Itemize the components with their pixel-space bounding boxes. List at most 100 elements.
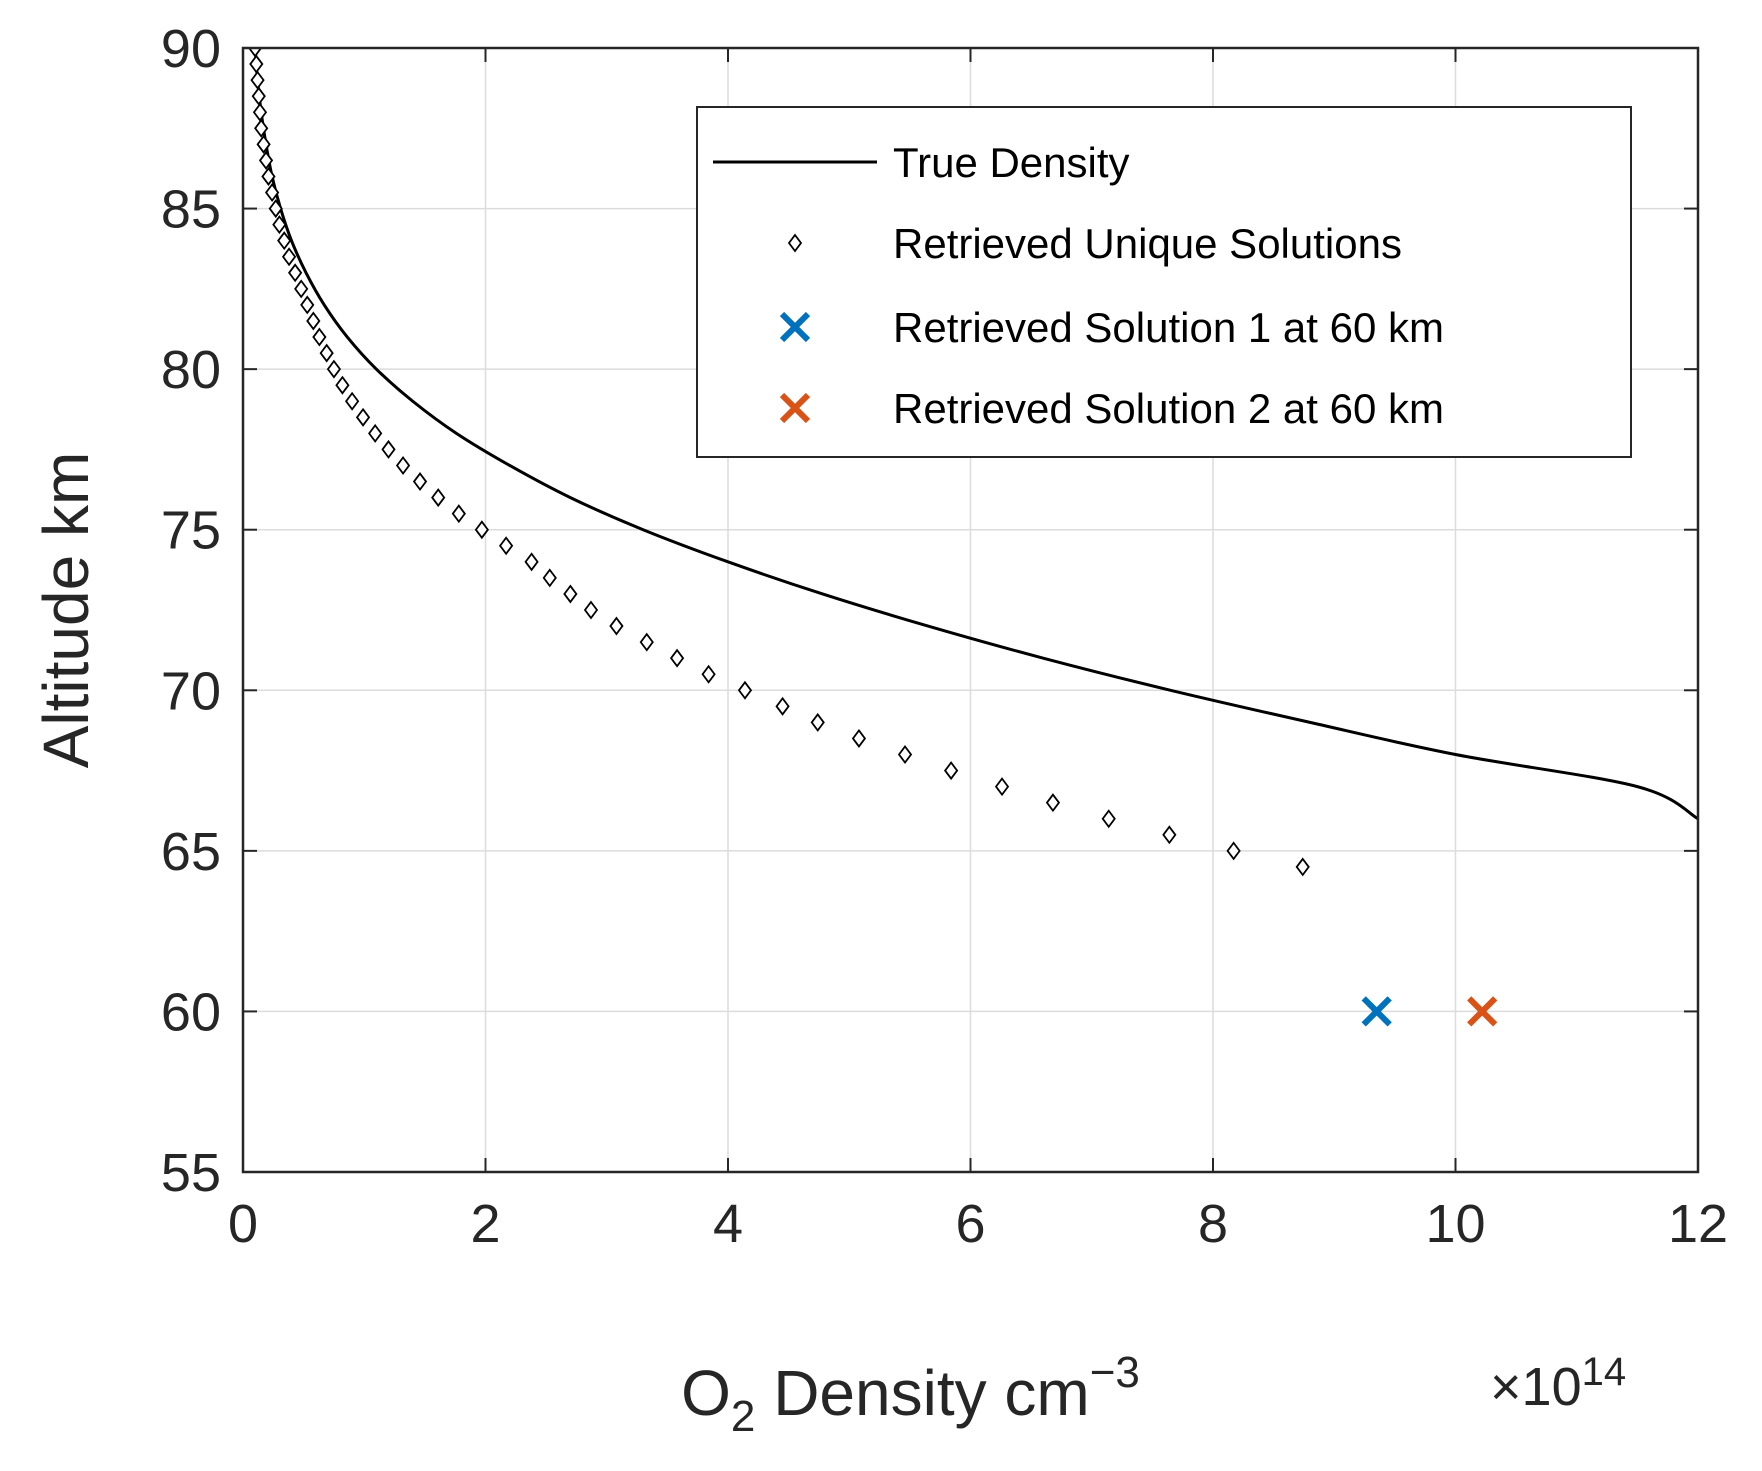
diamond-marker bbox=[669, 648, 685, 668]
ticks bbox=[242, 47, 1699, 1173]
diamond-marker bbox=[639, 632, 654, 652]
diamond-marker bbox=[319, 343, 334, 363]
plot-area bbox=[248, 48, 1698, 1027]
legend-box bbox=[696, 106, 1632, 458]
y-tick-label: 60 bbox=[161, 982, 221, 1042]
diamond-marker bbox=[381, 439, 396, 459]
diamond-marker bbox=[498, 536, 514, 556]
diamond-marker bbox=[1162, 825, 1177, 845]
diamond-marker bbox=[300, 295, 315, 315]
diamond-marker bbox=[345, 391, 360, 411]
diamond-marker bbox=[261, 166, 276, 186]
x-marker-stroke-b bbox=[1467, 996, 1498, 1027]
diamond-marker bbox=[994, 777, 1010, 797]
x-axis-label-sub: 2 bbox=[731, 1392, 755, 1441]
x-marker-stroke-b bbox=[1361, 996, 1392, 1027]
diamond-marker bbox=[281, 247, 297, 267]
diamond-marker bbox=[264, 183, 280, 203]
diamond-marker bbox=[474, 520, 489, 540]
x-marker-stroke-b bbox=[779, 311, 811, 343]
series-group bbox=[248, 48, 1698, 1027]
diamond-marker bbox=[250, 70, 265, 90]
diamond-marker bbox=[254, 118, 269, 138]
diamond-marker bbox=[312, 327, 327, 347]
diamond-marker bbox=[277, 231, 292, 251]
diamond-marker bbox=[294, 279, 309, 299]
diamond-marker bbox=[810, 712, 825, 732]
diamond-marker bbox=[368, 423, 383, 443]
diamond-marker bbox=[395, 455, 411, 475]
y-tick-label: 85 bbox=[161, 180, 221, 240]
diamond-marker bbox=[583, 600, 599, 620]
x-axis-label-rest: Density cm bbox=[755, 1357, 1089, 1429]
diamond-marker bbox=[256, 134, 271, 154]
diamond-marker bbox=[737, 680, 753, 700]
x-tick-label: 10 bbox=[1425, 1194, 1485, 1254]
diamond-marker bbox=[326, 359, 342, 379]
x-axis-exponent-prefix: ×10 bbox=[1490, 1357, 1582, 1417]
diamond-marker bbox=[335, 375, 350, 395]
diamond-marker bbox=[288, 263, 303, 283]
diamond-marker bbox=[258, 150, 274, 170]
x-tick-label: 2 bbox=[470, 1194, 500, 1254]
legend-item: Retrieved Solution 1 at 60 km bbox=[779, 304, 1444, 351]
legend: True Density Retrieved Unique Solutions Re… bbox=[696, 106, 1632, 458]
x-axis-label-main: O bbox=[681, 1357, 731, 1429]
x-axis-exponent-power: 14 bbox=[1582, 1350, 1627, 1394]
x-tick-label: 6 bbox=[955, 1194, 985, 1254]
x-tick-label: 8 bbox=[1198, 1194, 1228, 1254]
legend-label: True Density bbox=[893, 139, 1130, 186]
y-tick-label: 70 bbox=[161, 661, 221, 721]
diamond-marker bbox=[249, 54, 264, 74]
diamond-marker bbox=[542, 568, 557, 588]
diamond-marker bbox=[355, 407, 371, 427]
diamond-marker bbox=[272, 215, 287, 235]
y-tick-label: 90 bbox=[161, 19, 221, 79]
diamond-marker bbox=[851, 728, 867, 748]
diamond-marker bbox=[268, 199, 283, 219]
legend-label: Retrieved Unique Solutions bbox=[893, 220, 1402, 267]
diamond-marker bbox=[524, 552, 539, 572]
diamond-marker bbox=[451, 504, 466, 524]
diamond-marker bbox=[701, 664, 716, 684]
diamond-marker bbox=[1101, 809, 1116, 829]
y-axis-label: Altitude km bbox=[30, 452, 102, 769]
y-tick-label: 75 bbox=[161, 501, 221, 561]
diamond-marker bbox=[252, 102, 268, 122]
x-marker-stroke-b bbox=[779, 392, 811, 424]
diamond-marker bbox=[1295, 857, 1310, 877]
x-marker-legend bbox=[779, 311, 811, 343]
diamond-marker bbox=[248, 48, 263, 58]
legend-item: Retrieved Solution 2 at 60 km bbox=[779, 385, 1444, 432]
legend-label: Retrieved Solution 1 at 60 km bbox=[893, 304, 1444, 351]
tick-labels: 0 2 4 6 8 10 12 55 60 65 70 75 80 85 90 bbox=[161, 19, 1728, 1254]
x-axis-label-sup: −3 bbox=[1090, 1348, 1140, 1397]
diamond-marker bbox=[412, 472, 428, 492]
diamond-marker bbox=[897, 745, 913, 765]
diamond-marker bbox=[609, 616, 624, 636]
x-tick-label: 0 bbox=[228, 1194, 258, 1254]
x-axis-exponent: ×1014 bbox=[1490, 1350, 1626, 1417]
diamond-marker bbox=[775, 696, 790, 716]
diamond-marker-legend bbox=[787, 233, 803, 253]
x-marker bbox=[1467, 996, 1498, 1027]
x-marker-legend bbox=[779, 392, 811, 424]
diamond-marker bbox=[1226, 841, 1241, 861]
diamond-marker bbox=[431, 488, 446, 508]
diamond-marker bbox=[563, 584, 578, 604]
y-tick-label: 65 bbox=[161, 822, 221, 882]
x-tick-label: 4 bbox=[713, 1194, 743, 1254]
diamond-marker bbox=[943, 761, 959, 781]
x-axis-label: O2 Density cm−3 bbox=[681, 1348, 1140, 1441]
legend-item: True Density bbox=[713, 139, 1130, 186]
x-marker bbox=[1361, 996, 1392, 1027]
y-tick-label: 80 bbox=[161, 340, 221, 400]
diamond-marker bbox=[251, 86, 266, 106]
x-tick-label: 12 bbox=[1668, 1194, 1728, 1254]
legend-item: Retrieved Unique Solutions bbox=[787, 220, 1402, 267]
legend-label: Retrieved Solution 2 at 60 km bbox=[893, 385, 1444, 432]
diamond-marker bbox=[1045, 793, 1061, 813]
diamond-marker bbox=[306, 311, 321, 331]
y-tick-label: 55 bbox=[161, 1143, 221, 1203]
